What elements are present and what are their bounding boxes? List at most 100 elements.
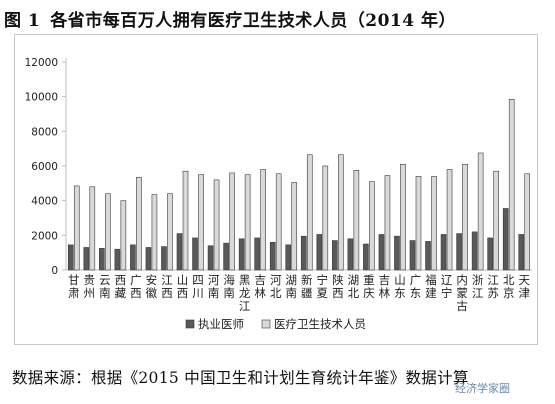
bar-doctor [67,244,74,271]
bar-doctor [487,237,493,271]
bar-doctor [161,246,167,271]
x-category-label: 安徽 [146,273,158,300]
y-tick-label: 6000 [31,161,58,173]
bar-tech [306,154,313,271]
y-tick-label: 2000 [31,230,58,242]
bar-tech [105,193,111,271]
bar-tech [508,98,515,271]
x-category-label: 山东 [394,273,406,300]
bar-doctor [456,233,462,271]
source-note: 数据来源：根据《2015 中国卫生和计划生育统计年鉴》数据计算 [12,369,469,387]
bar-doctor [269,241,276,271]
bar-tech [338,154,344,271]
bar-tech [493,170,499,271]
x-category-label: 海南 [223,273,235,300]
bar-doctor [130,244,136,271]
bar-tech [275,173,282,271]
bar-doctor [440,234,447,271]
y-tick-label: 0 [51,265,58,277]
bar-tech [244,174,251,271]
y-tick-label: 4000 [31,196,58,208]
bar-tech [167,193,173,271]
bar-doctor [145,247,152,271]
bar-doctor [363,243,369,271]
bar-tech [89,186,96,271]
x-category-label: 宁夏 [317,273,329,300]
x-category-label: 天津 [518,273,530,300]
legend-swatch-tech [261,319,271,329]
bar-doctor [518,234,525,271]
x-category-label: 内蒙古 [456,273,468,313]
bar-tech [462,163,468,271]
bar-tech [291,182,298,271]
x-category-label: 吉林 [379,273,391,300]
bar-tech [213,179,220,271]
x-category-label: 山西 [177,273,189,300]
x-category-label: 黑龙江 [239,273,251,313]
bar-tech [151,194,158,271]
bar-doctor [83,247,90,271]
x-category-label: 福建 [425,273,437,300]
bar-doctor [238,238,245,271]
bar-doctor [378,234,385,271]
bar-doctor [254,237,260,271]
bar-doctor [223,242,229,271]
bar-tech [182,170,189,271]
bar-tech [120,200,127,271]
x-category-label: 四川 [192,273,204,300]
bar-tech [322,165,329,271]
x-category-label: 陕西 [332,273,344,300]
x-category-label: 河南 [208,273,220,300]
bar-doctor [394,235,400,271]
bar-tech [446,169,453,271]
figure-title: 图 1 各省市每百万人拥有医疗卫生技术人员（2014 年） [4,6,552,32]
x-category-label: 新疆 [301,273,313,300]
bar-doctor [192,237,198,271]
x-category-label: 江西 [161,273,173,300]
x-category-label: 北京 [503,273,515,300]
x-category-label: 甘肃 [68,273,80,300]
y-tick-label: 10000 [25,92,58,104]
bar-tech [415,176,422,271]
bar-doctor [316,234,323,271]
x-category-label: 浙江 [472,273,484,300]
x-category-label: 湖北 [348,273,360,300]
x-category-label: 吉林 [254,273,266,300]
x-category-label: 辽宁 [441,273,453,300]
figure-number: 图 1 [4,11,41,31]
bar-tech [260,169,266,271]
bar-doctor [471,231,478,271]
bar-doctor [176,233,183,271]
y-tick-label: 8000 [31,126,58,138]
bar-tech [477,152,484,271]
bar-tech [400,163,406,271]
bar-tech [229,172,235,271]
bar-tech [73,185,80,271]
bar-doctor [409,240,416,271]
bar-tech [384,175,391,271]
chart-frame [14,34,538,345]
figure-title-text: 各省市每百万人拥有医疗卫生技术人员（2014 年） [50,11,456,31]
watermark-text: 经济学家圈 [455,382,510,395]
bar-doctor [114,248,121,271]
bar-doctor [207,245,214,271]
x-category-label: 广西 [130,273,142,300]
legend-label-doctor: 执业医师 [198,317,244,331]
bar-doctor [332,240,338,271]
legend-label-tech: 医疗卫生技术人员 [274,317,366,331]
bar-doctor [285,244,292,271]
x-category-label: 西藏 [115,273,127,300]
x-category-label: 河北 [270,273,282,300]
x-category-label: 广东 [410,273,422,300]
bar-doctor [502,208,509,271]
bar-tech [431,176,437,271]
legend-swatch-doctor [185,319,195,329]
bar-doctor [99,248,105,271]
bar-doctor [347,238,354,271]
bar-tech [198,174,204,271]
bar-tech [353,170,360,271]
x-category-label: 贵州 [84,273,96,300]
x-category-label: 云南 [99,273,111,300]
x-category-label: 重庆 [363,273,375,300]
bar-chart: 020004000600080001000012000甘肃贵州云南西藏广西安徽江… [25,57,532,331]
